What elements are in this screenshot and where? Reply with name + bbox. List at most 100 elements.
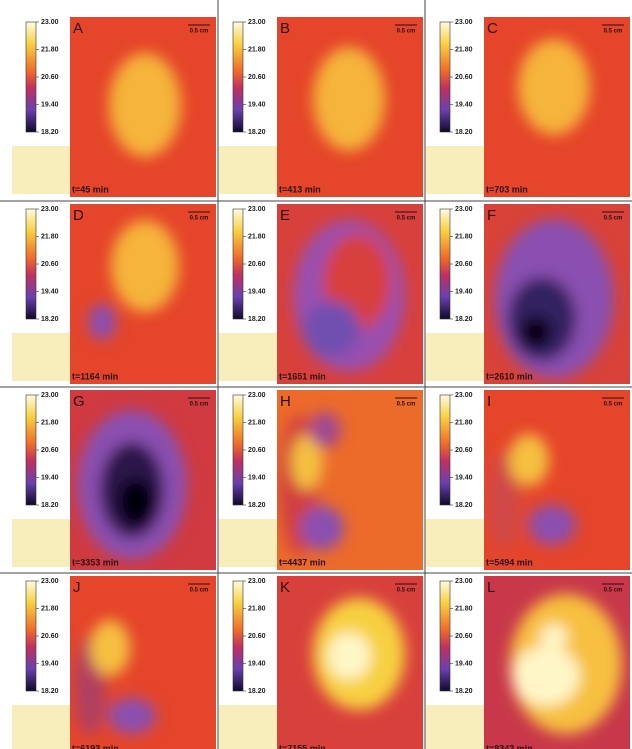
colorbar-label: 23.00 <box>41 206 59 213</box>
blob <box>304 301 360 357</box>
colorbar-label: 23.00 <box>455 19 473 26</box>
panel: 23.0021.8020.6019.4018.20F0.5 cmt=2610 m… <box>426 204 630 384</box>
colorbar-label: 21.80 <box>248 419 266 426</box>
thermal-image <box>484 390 630 570</box>
colorbar-label: 20.60 <box>455 74 473 81</box>
scale-label: 0.5 cm <box>397 216 416 222</box>
colorbar <box>233 22 243 132</box>
thermal-image <box>277 204 423 384</box>
colorbar-label: 21.80 <box>41 605 59 612</box>
blob <box>300 506 344 550</box>
colorbar-label: 18.20 <box>41 129 59 136</box>
legend-box <box>12 519 70 567</box>
thermal-image <box>484 204 630 384</box>
blobs <box>109 53 181 157</box>
time-label: t=6193 min <box>72 743 119 749</box>
colorbar-label: 18.20 <box>248 502 266 509</box>
blobs <box>313 47 385 151</box>
panel-label: J <box>73 579 81 596</box>
colorbar-label: 21.80 <box>455 419 473 426</box>
thermal-image <box>484 17 630 197</box>
scale-label: 0.5 cm <box>190 216 209 222</box>
thermal-image <box>70 576 216 749</box>
blob <box>90 620 130 676</box>
legend-box <box>219 519 277 567</box>
legend-box <box>426 705 484 749</box>
blobs <box>77 410 187 560</box>
scale-label: 0.5 cm <box>397 588 416 594</box>
blob <box>108 698 156 734</box>
colorbar-label: 21.80 <box>41 419 59 426</box>
blobs <box>313 598 405 710</box>
legend-box <box>12 146 70 194</box>
colorbar-label: 18.20 <box>41 688 59 695</box>
panel-label: D <box>73 207 84 224</box>
panel-label: G <box>73 393 85 410</box>
colorbar <box>26 395 36 505</box>
colorbar-label: 23.00 <box>248 19 266 26</box>
colorbar <box>440 395 450 505</box>
time-label: t=703 min <box>486 184 528 194</box>
colorbar-label: 18.20 <box>455 688 473 695</box>
time-label: t=4437 min <box>279 557 326 567</box>
colorbar <box>233 209 243 319</box>
colorbar-label: 23.00 <box>41 19 59 26</box>
thermal-image <box>484 576 630 749</box>
scale-label: 0.5 cm <box>604 402 623 408</box>
colorbar-label: 21.80 <box>455 233 473 240</box>
blob <box>309 412 341 448</box>
colorbar <box>26 209 36 319</box>
colorbar-label: 20.60 <box>41 447 59 454</box>
blob <box>528 505 576 545</box>
colorbar-label: 23.00 <box>455 206 473 213</box>
scale-label: 0.5 cm <box>604 29 623 35</box>
colorbar-label: 23.00 <box>248 206 266 213</box>
colorbar-label: 19.40 <box>41 660 59 667</box>
scale-label: 0.5 cm <box>604 216 623 222</box>
blob <box>109 53 181 157</box>
colorbar-label: 18.20 <box>248 316 266 323</box>
time-label: t=7155 min <box>279 743 326 749</box>
colorbar-label: 18.20 <box>248 688 266 695</box>
time-label: t=5494 min <box>486 557 533 567</box>
scale-label: 0.5 cm <box>604 588 623 594</box>
thermal-image <box>70 390 216 570</box>
time-label: t=413 min <box>279 184 321 194</box>
colorbar-label: 19.40 <box>455 101 473 108</box>
colorbar-label: 20.60 <box>41 633 59 640</box>
colorbar-label: 20.60 <box>41 261 59 268</box>
colorbar-label: 20.60 <box>41 74 59 81</box>
legend-box <box>219 333 277 381</box>
panel-label: H <box>280 393 291 410</box>
colorbar-label: 23.00 <box>41 392 59 399</box>
colorbar-label: 21.80 <box>41 46 59 53</box>
scale-label: 0.5 cm <box>190 402 209 408</box>
scale-label: 0.5 cm <box>190 29 209 35</box>
blob <box>88 304 116 340</box>
panel: 23.0021.8020.6019.4018.20K0.5 cmt=7155 m… <box>219 576 423 749</box>
colorbar-label: 18.20 <box>248 129 266 136</box>
panel-label: E <box>280 207 290 224</box>
colorbar-label: 21.80 <box>455 46 473 53</box>
legend-box <box>426 333 484 381</box>
blobs <box>293 220 405 372</box>
legend-box <box>12 705 70 749</box>
figure: 23.0021.8020.6019.4018.20A0.5 cmt=45 min… <box>0 0 632 749</box>
colorbar-label: 20.60 <box>248 261 266 268</box>
scale-label: 0.5 cm <box>397 29 416 35</box>
colorbar-label: 23.00 <box>455 392 473 399</box>
blobs <box>494 219 614 379</box>
colorbar-label: 20.60 <box>455 261 473 268</box>
colorbar-label: 23.00 <box>248 392 266 399</box>
colorbar-label: 19.40 <box>41 288 59 295</box>
colorbar-label: 21.80 <box>248 46 266 53</box>
thermal-image <box>70 17 216 197</box>
colorbar-label: 20.60 <box>248 633 266 640</box>
legend-box <box>219 146 277 194</box>
colorbar-label: 19.40 <box>41 474 59 481</box>
